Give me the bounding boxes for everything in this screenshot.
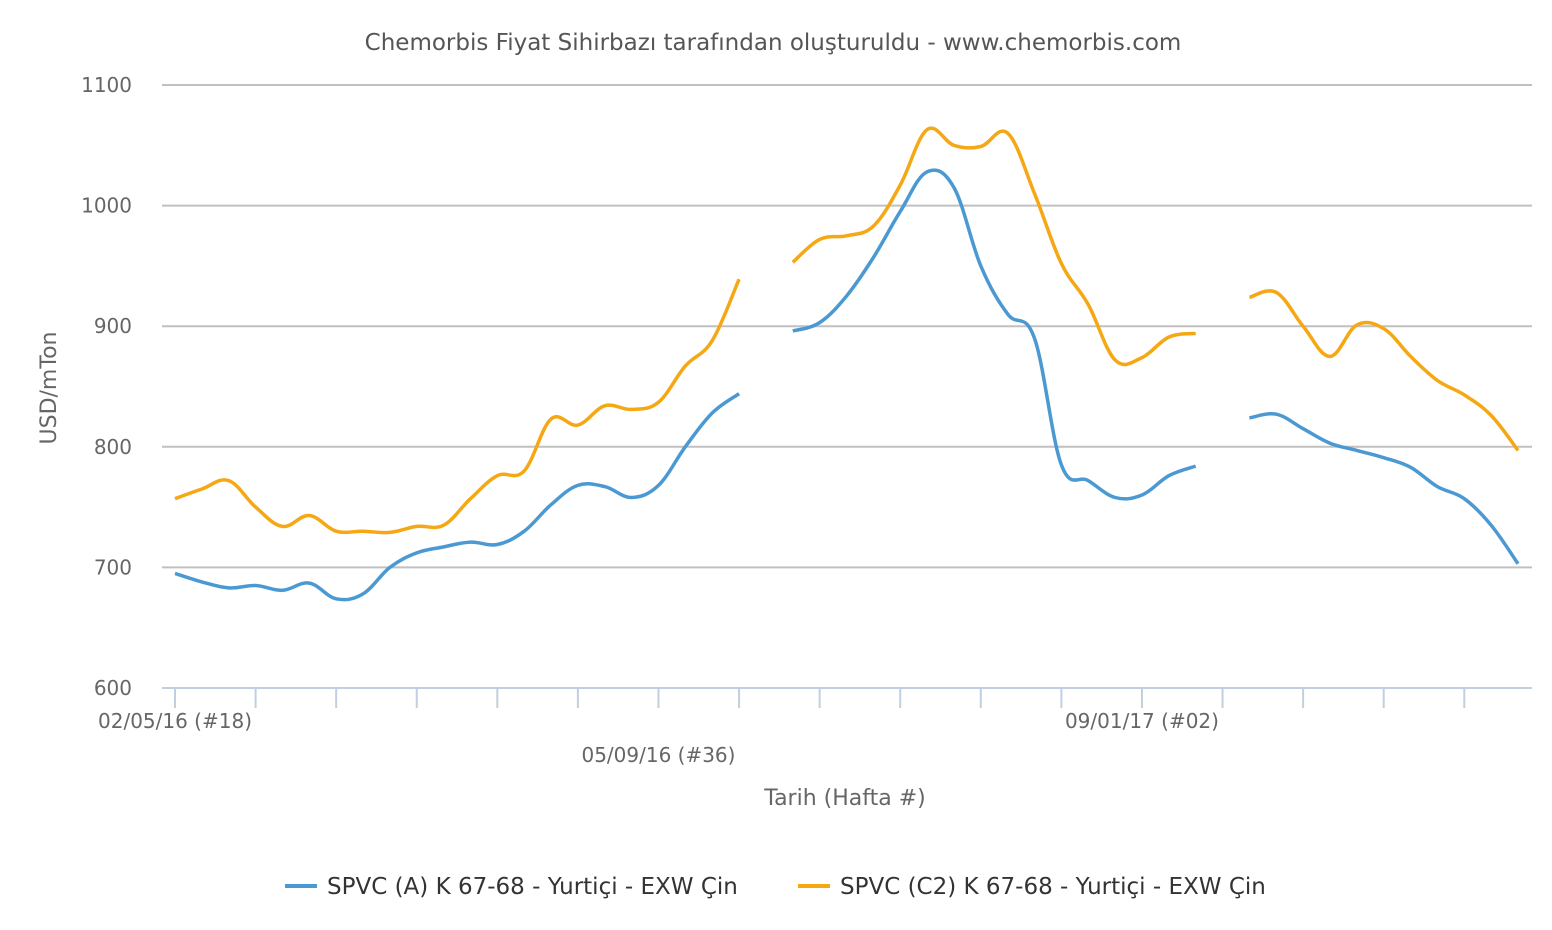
y-axis: 600 700 800 900 1000 1100: [81, 73, 132, 700]
x-tick-label: 09/01/17 (#02): [1065, 709, 1219, 733]
series-1-line-segment-2: [792, 168, 1197, 501]
y-tick-label: 600: [94, 676, 132, 700]
x-axis-title: Tarih (Hafta #): [763, 786, 925, 811]
series-1: [174, 168, 1520, 602]
legend-item-2[interactable]: SPVC (C2) K 67-68 - Yurtiçi - EXW Çin: [798, 874, 1266, 900]
legend: SPVC (A) K 67-68 - Yurtiçi - EXW Çin SPVC…: [285, 874, 1266, 900]
y-tick-label: 800: [94, 435, 132, 459]
x-tick-label: 02/05/16 (#18): [98, 709, 252, 733]
series-lines: [174, 126, 1520, 602]
y-tick-label: 900: [94, 314, 132, 338]
series-2: [174, 126, 1520, 535]
series-2-line-segment-3: [1248, 289, 1520, 452]
series-1-line-segment-1: [174, 392, 741, 602]
series-2-line-segment-1: [174, 278, 741, 535]
y-tick-label: 1000: [81, 194, 132, 218]
y-tick-label: 700: [94, 555, 132, 579]
series-2-line-segment-2: [791, 126, 1196, 367]
x-axis: 02/05/16 (#18) 05/09/16 (#36) 09/01/17 (#0…: [98, 687, 1532, 767]
legend-label: SPVC (A) K 67-68 - Yurtiçi - EXW Çin: [327, 874, 738, 900]
gridlines: [162, 84, 1532, 569]
x-tick-label: 05/09/16 (#36): [581, 743, 735, 767]
chart-title: Chemorbis Fiyat Sihirbazı tarafından olu…: [365, 30, 1182, 56]
legend-label: SPVC (C2) K 67-68 - Yurtiçi - EXW Çin: [840, 874, 1266, 900]
y-tick-label: 1100: [81, 73, 132, 97]
legend-item-1[interactable]: SPVC (A) K 67-68 - Yurtiçi - EXW Çin: [285, 874, 738, 900]
series-1-line-segment-3: [1249, 412, 1520, 565]
y-axis-title: USD/mTon: [37, 332, 62, 445]
